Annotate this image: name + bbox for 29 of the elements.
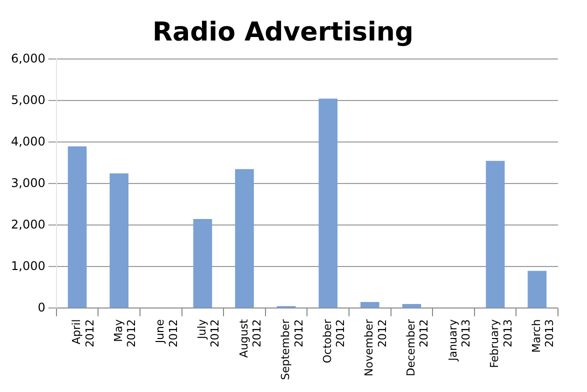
bar	[402, 304, 422, 308]
y-tick-label: 1,000	[10, 258, 46, 273]
x-tick-label: March 2013	[530, 319, 556, 353]
bar	[68, 146, 87, 308]
bar	[486, 160, 505, 308]
y-tick-label: 0	[38, 300, 46, 314]
x-tick-label: July 2012	[196, 318, 222, 348]
bar	[235, 169, 254, 308]
x-tick-label: April 2012	[70, 319, 96, 348]
y-tick-label: 6,000	[10, 51, 46, 66]
bar	[528, 270, 547, 308]
y-tick-label: 5,000	[10, 92, 46, 107]
bar	[110, 173, 128, 308]
y-tick-label: 2,000	[10, 217, 46, 232]
x-tick-label: September 2012	[279, 318, 306, 380]
chart-title: Radio Advertising	[152, 17, 414, 48]
x-tick-label: February 2013	[488, 318, 514, 368]
bar	[318, 98, 338, 308]
x-tick-label: May 2012	[112, 318, 138, 348]
y-tick-label: 3,000	[10, 176, 46, 190]
x-tick-label: November 2012	[362, 318, 389, 376]
x-tick-label: December 2012	[404, 318, 431, 376]
bar	[360, 302, 380, 308]
y-tick-label: 4,000	[10, 134, 46, 148]
x-tick-label: June 2012	[154, 318, 180, 348]
x-tick-label: January 2013	[446, 318, 473, 362]
x-tick-label: October 2012	[320, 318, 348, 364]
bar	[193, 218, 212, 308]
x-tick-label: August 2012	[237, 318, 264, 358]
